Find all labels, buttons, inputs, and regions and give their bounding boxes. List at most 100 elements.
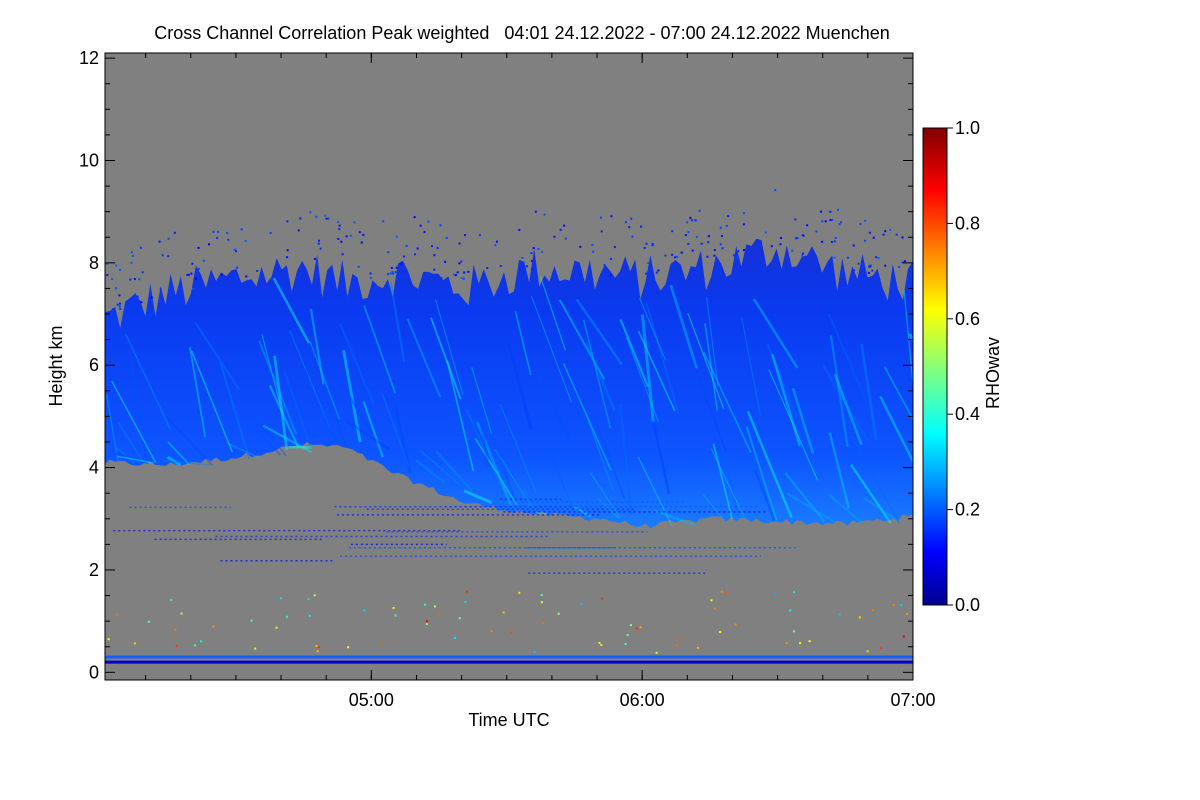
speckle — [691, 249, 694, 252]
y-tick-label: 12 — [79, 48, 99, 68]
speckle — [490, 630, 493, 633]
speckle — [427, 220, 430, 223]
speckle — [424, 603, 427, 606]
speckle — [600, 216, 602, 219]
cloud-streak — [752, 298, 799, 369]
cloud-streak — [327, 434, 371, 447]
cloud-streak — [268, 384, 300, 449]
speckle — [461, 277, 464, 279]
speckle — [186, 273, 189, 276]
cloud-streak — [477, 395, 518, 505]
cloud-streak — [328, 401, 348, 447]
speckle — [700, 242, 703, 245]
speckle — [829, 210, 832, 213]
cloud-streak — [639, 297, 667, 361]
cloud-streak — [619, 403, 633, 515]
speckle — [707, 241, 710, 244]
x-tick-label: 06:00 — [620, 690, 665, 710]
speckle — [341, 253, 344, 256]
speckle — [460, 260, 463, 263]
speckle — [806, 224, 809, 227]
speckle — [445, 236, 448, 239]
cloud-streak — [589, 472, 621, 519]
cloud-streak — [446, 360, 475, 472]
y-tick-label: 2 — [89, 560, 99, 580]
speckle — [837, 208, 839, 211]
speckle — [857, 262, 860, 265]
cloud-streak — [784, 472, 826, 523]
speckle — [369, 277, 372, 280]
cloud-streak — [117, 422, 145, 464]
speckle — [161, 254, 164, 257]
cloud-streak — [645, 302, 680, 415]
speckle — [635, 627, 638, 630]
cloud-streak — [167, 441, 191, 466]
speckle — [631, 235, 634, 238]
speckle — [389, 272, 392, 275]
speckle — [721, 235, 723, 237]
speckle — [190, 272, 193, 275]
speckle — [462, 277, 465, 280]
speckle — [871, 269, 874, 272]
speckle — [655, 271, 658, 274]
cloud-streak — [584, 342, 617, 412]
speckle — [727, 215, 730, 218]
speckle — [770, 245, 773, 248]
speckle — [390, 267, 393, 269]
speckle — [610, 257, 612, 260]
cloud-streak — [746, 410, 793, 519]
speckle — [706, 255, 709, 258]
speckle — [879, 647, 882, 650]
speckle — [901, 236, 904, 239]
speckle — [226, 232, 229, 234]
speckle — [743, 249, 745, 251]
speckle — [904, 260, 907, 263]
speckle — [591, 243, 594, 246]
speckle — [802, 252, 805, 255]
speckle — [464, 234, 466, 236]
cloud-streak — [114, 452, 149, 465]
cloud-streak — [499, 404, 537, 494]
speckle — [363, 609, 366, 612]
speckle — [725, 591, 728, 594]
chart-title: Cross Channel Correlation Peak weighted … — [154, 23, 890, 43]
speckle — [394, 614, 397, 617]
speckle — [129, 278, 132, 281]
speckle — [624, 221, 627, 224]
speckle — [425, 623, 428, 626]
cloud-streak — [702, 494, 725, 520]
speckle — [601, 597, 604, 600]
cloud-streak — [248, 422, 282, 456]
speckle — [651, 244, 654, 247]
speckle — [785, 642, 788, 645]
speckle — [319, 247, 322, 250]
speckle — [821, 220, 824, 223]
speckle — [824, 220, 827, 223]
speckle — [349, 234, 352, 237]
speckle — [884, 230, 887, 233]
colorbar-tick-label: 0.6 — [955, 309, 980, 329]
speckle — [502, 276, 505, 279]
speckle — [414, 253, 416, 256]
speckle — [403, 255, 406, 258]
speckle — [789, 609, 792, 612]
cloud-streak — [706, 297, 719, 387]
speckle — [147, 620, 150, 623]
cloud-streak — [283, 371, 312, 449]
speckle — [392, 607, 395, 609]
speckle — [217, 230, 219, 233]
speckle — [580, 603, 583, 605]
cloud-streak — [537, 374, 571, 440]
speckle — [197, 267, 200, 270]
speckle — [674, 256, 677, 259]
speckle — [872, 236, 875, 239]
speckle — [655, 651, 658, 654]
speckle — [107, 638, 110, 641]
speckle — [645, 272, 648, 275]
speckle — [639, 626, 642, 629]
cloud-streak — [619, 318, 649, 387]
speckle — [119, 302, 121, 305]
speckle — [621, 274, 624, 277]
speckle — [764, 231, 767, 234]
speckle — [733, 254, 735, 257]
